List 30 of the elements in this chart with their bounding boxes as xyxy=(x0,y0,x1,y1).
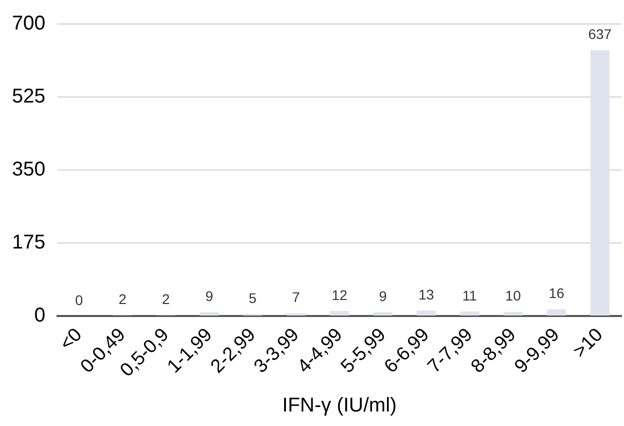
bar xyxy=(330,311,350,316)
y-tick-label: 700 xyxy=(12,12,46,35)
y-tick-label: 350 xyxy=(12,158,46,181)
data-label: 16 xyxy=(548,285,564,302)
bar xyxy=(590,50,610,316)
bar xyxy=(460,311,480,316)
data-label: 7 xyxy=(292,288,300,305)
bar xyxy=(546,309,566,316)
bar xyxy=(286,313,306,316)
x-axis-title: IFN-γ (IU/ml) xyxy=(282,394,397,417)
bar xyxy=(200,312,219,316)
data-label: 11 xyxy=(462,287,478,304)
bar xyxy=(504,312,523,316)
bar xyxy=(416,310,436,316)
y-tick-label: 525 xyxy=(12,86,46,108)
x-tick-label: <0 xyxy=(56,324,86,355)
data-label: 13 xyxy=(418,286,434,302)
x-tick-label: >10 xyxy=(569,324,608,362)
data-label: 0 xyxy=(75,292,84,308)
y-tick-label: 0 xyxy=(34,304,46,327)
data-label: 9 xyxy=(205,288,214,304)
data-label: 10 xyxy=(505,288,522,304)
data-label: 9 xyxy=(378,288,387,304)
data-label: 5 xyxy=(248,290,257,306)
data-label: 2 xyxy=(162,291,170,308)
y-tick-label: 175 xyxy=(12,232,46,254)
data-label: 637 xyxy=(588,26,612,42)
bar xyxy=(373,312,392,316)
data-label: 2 xyxy=(118,291,127,308)
data-label: 12 xyxy=(332,286,348,303)
